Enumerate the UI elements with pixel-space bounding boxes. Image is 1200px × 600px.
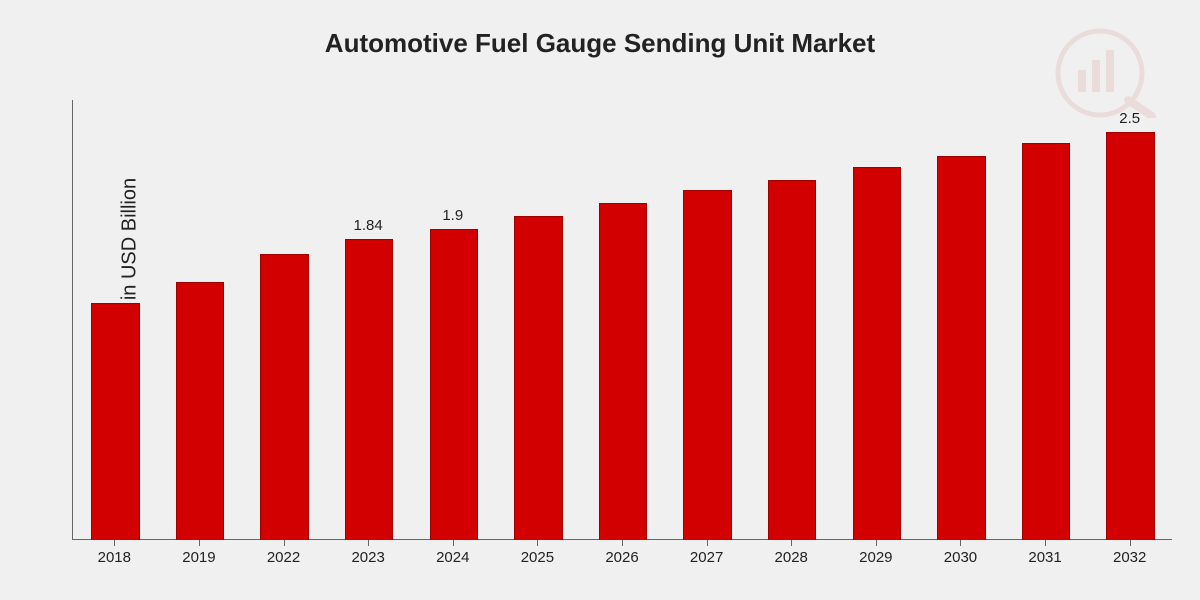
x-tick bbox=[1045, 540, 1046, 546]
bar bbox=[768, 180, 817, 540]
x-tick bbox=[453, 540, 454, 546]
x-tick-label: 2022 bbox=[267, 549, 300, 566]
x-tick-label: 2028 bbox=[775, 549, 808, 566]
bar bbox=[1022, 143, 1071, 540]
x-tick-label: 2032 bbox=[1113, 549, 1146, 566]
x-tick bbox=[368, 540, 369, 546]
x-tick bbox=[284, 540, 285, 546]
x-tick bbox=[622, 540, 623, 546]
x-tick bbox=[1130, 540, 1131, 546]
bars-group: 20182019202220231.8420241.92025202620272… bbox=[72, 100, 1172, 540]
bar bbox=[1106, 132, 1155, 540]
chart-title: Automotive Fuel Gauge Sending Unit Marke… bbox=[0, 28, 1200, 59]
x-tick-label: 2030 bbox=[944, 549, 977, 566]
bar bbox=[683, 190, 732, 540]
x-tick bbox=[707, 540, 708, 546]
bar bbox=[514, 216, 563, 540]
bar bbox=[91, 303, 140, 540]
bar-value-label: 2.5 bbox=[1119, 110, 1140, 127]
x-tick-label: 2025 bbox=[521, 549, 554, 566]
x-tick-label: 2027 bbox=[690, 549, 723, 566]
bar bbox=[176, 282, 225, 540]
x-tick-label: 2031 bbox=[1028, 549, 1061, 566]
x-tick-label: 2023 bbox=[351, 549, 384, 566]
x-tick-label: 2019 bbox=[182, 549, 215, 566]
x-tick bbox=[199, 540, 200, 546]
bar bbox=[937, 156, 986, 540]
bar bbox=[260, 254, 309, 540]
bar bbox=[430, 229, 479, 540]
bar bbox=[345, 239, 394, 540]
bar bbox=[599, 203, 648, 540]
x-tick-label: 2029 bbox=[859, 549, 892, 566]
chart-container: Automotive Fuel Gauge Sending Unit Marke… bbox=[0, 0, 1200, 600]
x-tick bbox=[791, 540, 792, 546]
x-tick bbox=[876, 540, 877, 546]
plot-area: 20182019202220231.8420241.92025202620272… bbox=[72, 100, 1172, 540]
bar-value-label: 1.9 bbox=[442, 207, 463, 224]
x-tick-label: 2024 bbox=[436, 549, 469, 566]
bar bbox=[853, 167, 902, 540]
bar-value-label: 1.84 bbox=[354, 217, 383, 234]
x-tick-label: 2018 bbox=[98, 549, 131, 566]
x-tick-label: 2026 bbox=[605, 549, 638, 566]
x-tick bbox=[114, 540, 115, 546]
x-tick bbox=[960, 540, 961, 546]
x-tick bbox=[537, 540, 538, 546]
